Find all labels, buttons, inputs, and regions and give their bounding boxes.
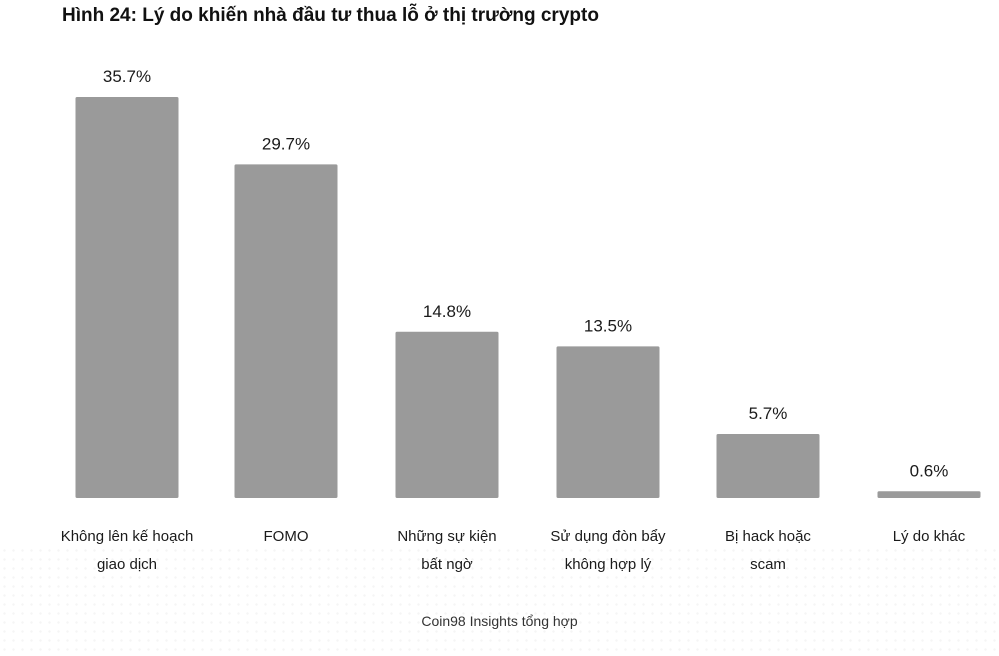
- value-label-4: 13.5%: [584, 316, 632, 335]
- category-label-1-line-1: Không lên kế hoạch: [61, 528, 194, 545]
- value-label-1: 35.7%: [103, 67, 151, 86]
- value-label-5: 5.7%: [749, 404, 788, 423]
- bar-chart: 35.7% Không lên kế hoạch giao dịch 29.7% FOM…: [61, 67, 981, 573]
- bar-5: [716, 433, 820, 498]
- bar-3: [395, 331, 499, 498]
- bar-4: [556, 346, 660, 498]
- value-label-2: 29.7%: [262, 134, 310, 153]
- category-label-1-line-2: giao dịch: [97, 556, 157, 573]
- bar-1: [75, 97, 179, 498]
- source-note: Coin98 Insights tổng hợp: [421, 613, 578, 629]
- category-label-5-line-1: Bị hack hoặc: [725, 528, 811, 545]
- bar-2: [234, 164, 338, 498]
- chart-title: Hình 24: Lý do khiến nhà đầu tư thua lỗ …: [62, 5, 599, 26]
- dotted-background: [0, 546, 999, 656]
- value-label-6: 0.6%: [910, 461, 949, 480]
- category-label-3-line-2: bất ngờ: [421, 556, 473, 573]
- category-label-4-line-2: không hợp lý: [565, 556, 652, 573]
- category-label-2-line-1: FOMO: [264, 528, 309, 545]
- category-label-3-line-1: Những sự kiện: [397, 528, 496, 545]
- category-label-4-line-1: Sử dụng đòn bẩy: [550, 528, 666, 545]
- value-label-3: 14.8%: [423, 302, 471, 321]
- category-label-5-line-2: scam: [750, 556, 786, 573]
- category-label-6-line-1: Lý do khác: [893, 528, 966, 545]
- bar-6: [877, 491, 981, 498]
